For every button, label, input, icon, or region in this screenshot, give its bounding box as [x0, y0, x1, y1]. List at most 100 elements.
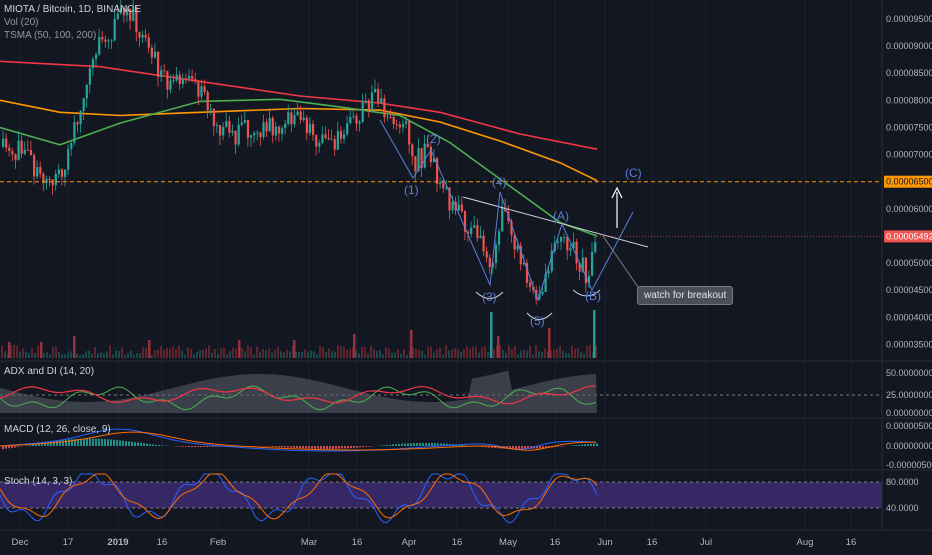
candle-body — [238, 125, 240, 145]
volume-spike — [490, 312, 493, 358]
volume-bar — [586, 346, 588, 358]
volume-bar — [457, 349, 459, 358]
volume-bar — [46, 352, 48, 358]
volume-bar — [505, 353, 507, 358]
stoch-pane-label[interactable]: Stoch (14, 3, 3) — [4, 476, 72, 487]
volume-spike — [293, 340, 296, 358]
candle-body — [222, 127, 224, 135]
volume-bar — [106, 352, 108, 358]
volume-bar — [127, 353, 129, 358]
volume-bar — [289, 351, 291, 358]
macd-histogram-bar — [29, 445, 31, 446]
volume-spike — [73, 336, 76, 358]
candle-body — [495, 245, 497, 263]
macd-histogram-bar — [437, 443, 439, 446]
volume-bar — [454, 348, 456, 358]
candle-body — [188, 76, 190, 79]
macd-histogram-bar — [302, 446, 304, 448]
candle-body — [371, 92, 373, 109]
candle-body — [315, 135, 317, 147]
macd-histogram-bar — [206, 446, 208, 447]
volume-bar — [403, 349, 405, 358]
volume-bar — [31, 348, 33, 358]
volume-bar — [328, 348, 330, 358]
volume-bar — [235, 349, 237, 358]
volume-bar — [568, 353, 570, 358]
candle-body — [27, 150, 29, 151]
tsma-label[interactable]: TSMA (50, 100, 200) — [4, 30, 96, 41]
volume-spike — [353, 334, 356, 358]
candle-body — [486, 251, 488, 257]
candle-body — [256, 133, 258, 134]
candle-body — [179, 75, 181, 84]
macd-histogram-bar — [65, 440, 67, 446]
price-tick-label: 0.00007000 — [886, 150, 932, 160]
candle-body — [272, 118, 274, 136]
macd-histogram-bar — [149, 444, 151, 446]
candle-body — [210, 109, 212, 111]
volume-bar — [193, 354, 195, 358]
candle-body — [346, 123, 348, 134]
macd-histogram-bar — [332, 446, 334, 449]
adx-pane-label[interactable]: ADX and DI (14, 20) — [4, 366, 94, 377]
volume-bar — [511, 349, 513, 358]
breakout-callout[interactable]: watch for breakout — [637, 286, 733, 305]
time-tick-label: May — [499, 537, 517, 548]
volume-bar — [103, 353, 105, 358]
volume-bar — [346, 350, 348, 358]
candle-body — [281, 128, 283, 133]
macd-histogram-bar — [368, 446, 370, 447]
candle-body — [498, 231, 500, 244]
symbol-title[interactable]: MIOTA / Bitcoin, 1D, BINANCE — [4, 4, 141, 15]
candle-body — [182, 79, 184, 85]
macd-histogram-bar — [515, 446, 517, 449]
volume-bar — [343, 347, 345, 358]
volume-bar — [523, 350, 525, 358]
volume-bar — [310, 351, 312, 358]
volume-label[interactable]: Vol (20) — [4, 17, 38, 28]
volume-bar — [556, 349, 558, 358]
macd-histogram-bar — [95, 439, 97, 446]
candle-body — [191, 76, 193, 79]
macd-histogram-bar — [392, 444, 394, 446]
macd-histogram-bar — [212, 446, 214, 447]
macd-histogram-bar — [593, 444, 595, 446]
volume-bar — [160, 346, 162, 358]
volume-bar — [433, 353, 435, 358]
volume-bar — [76, 353, 78, 358]
macd-histogram-bar — [131, 442, 133, 446]
volume-bar — [532, 354, 534, 358]
candle-body — [340, 131, 342, 139]
volume-spike — [40, 342, 43, 358]
volume-bar — [208, 345, 210, 358]
candle-body — [393, 117, 395, 124]
volume-bar — [109, 346, 111, 358]
candle-body — [290, 112, 292, 124]
macd-histogram-bar — [209, 446, 211, 447]
volume-bar — [229, 351, 231, 358]
volume-bar — [445, 345, 447, 358]
volume-bar — [157, 350, 159, 358]
volume-bar — [130, 351, 132, 358]
macd-histogram-bar — [275, 446, 277, 447]
volume-bar — [169, 348, 171, 358]
macd-histogram-bar — [101, 439, 103, 446]
volume-bar — [124, 355, 126, 358]
candle-body — [241, 123, 243, 125]
volume-bar — [112, 355, 114, 358]
volume-spike — [593, 310, 596, 358]
macd-pane-label[interactable]: MACD (12, 26, close, 9) — [4, 424, 111, 435]
macd-histogram-bar — [161, 445, 163, 446]
volume-bar — [64, 354, 66, 358]
volume-bar — [385, 347, 387, 358]
price-tick-label: 0.00006000 — [886, 204, 932, 214]
macd-histogram-bar — [266, 446, 268, 447]
volume-bar — [283, 352, 285, 358]
volume-bar — [436, 349, 438, 358]
volume-bar — [100, 352, 102, 358]
volume-spike — [148, 340, 151, 358]
macd-histogram-bar — [347, 446, 349, 448]
macd-histogram-bar — [188, 446, 190, 447]
